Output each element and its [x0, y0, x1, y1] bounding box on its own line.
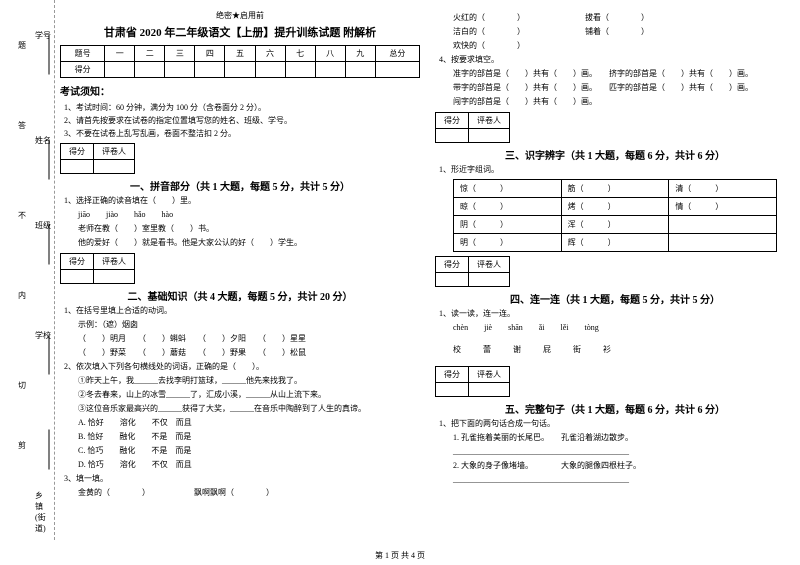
- s5-l1: 1. 孔雀拖着美丽的长尾巴。 孔雀沿着湖边散步。: [439, 432, 795, 444]
- sb2-c2: 评卷人: [94, 254, 135, 270]
- s1-q1: 1、选择正确的读音填在（ ）里。: [64, 195, 420, 207]
- th-7: 七: [285, 46, 315, 62]
- s2-oB: B. 恰好 融化 不是 而是: [64, 431, 420, 443]
- s2-ex: 示例：（遮）烟囱: [64, 319, 420, 331]
- s4-ch: 校 蕾 谢 屁 街 衫: [439, 344, 795, 356]
- right-column: 火红的（ ） 拔看（ ） 洁白的（ ） 铺着（ ） 欢快的（ ） 4、按要求填空…: [435, 10, 795, 501]
- mark-jian: 剪: [18, 440, 26, 451]
- sec3-title: 三、识字辨字（共 1 大题，每题 6 分，共计 6 分）: [435, 147, 795, 162]
- sb5-c1: 得分: [436, 367, 469, 383]
- sb1-c2: 评卷人: [94, 144, 135, 160]
- s2-l2: （ ）野菜 （ ）蘑菇 （ ）野果 （ ）松鼠: [64, 347, 420, 359]
- ct-02: 清（ ）: [669, 180, 777, 198]
- q4-l3: 闯字的部首是（ ）共有（ ）画。: [439, 96, 795, 108]
- s2-l31: 金黄的（ ） 飘啊飘啊（ ）: [64, 487, 420, 499]
- s2-l1: （ ）明月 （ ）蝌蚪 （ ）夕阳 （ ）星星: [64, 333, 420, 345]
- row2-label: 得分: [61, 62, 105, 78]
- rt-l1: 火红的（ ） 拔看（ ）: [439, 12, 795, 24]
- sec5-title: 五、完整句子（共 1 大题，每题 6 分，共计 6 分）: [435, 401, 795, 416]
- score-box-2: 得分评卷人: [60, 253, 135, 284]
- s2-q3: 3、填一填。: [64, 473, 420, 485]
- s5-b2[interactable]: ________________________________________…: [439, 474, 795, 486]
- binding-margin: 学号 姓名 班级 学校 乡镇(街道) 剪 切 内 不 答 题: [0, 0, 55, 540]
- rt-l3: 欢快的（ ）: [439, 40, 795, 52]
- s2-l22: ②冬去春来，山上的冰雪______了，汇成小溪，______从山上流下来。: [64, 389, 420, 401]
- ct-30: 明（ ）: [454, 234, 562, 252]
- left-column: 绝密★启用前 甘肃省 2020 年二年级语文【上册】提升训练试题 附解析 题号 …: [60, 10, 420, 501]
- main-content: 绝密★启用前 甘肃省 2020 年二年级语文【上册】提升训练试题 附解析 题号 …: [60, 10, 795, 501]
- s2-oD: D. 恰巧 溶化 不仅 而且: [64, 459, 420, 471]
- sb2-c1: 得分: [61, 254, 94, 270]
- notice-1: 1、考试时间：60 分钟，满分为 100 分（含卷面分 2 分）。: [60, 102, 420, 113]
- char-table: 惊（ ）筋（ ）清（ ） 晾（ ）烤（ ）情（ ） 阴（ ）浑（ ） 明（ ）辉…: [453, 179, 777, 252]
- th-1: 一: [105, 46, 135, 62]
- notice-heading: 考试须知：: [60, 83, 420, 98]
- ct-10: 晾（ ）: [454, 198, 562, 216]
- sb1-c1: 得分: [61, 144, 94, 160]
- rt-l2: 洁白的（ ） 铺着（ ）: [439, 26, 795, 38]
- s4-py: chèn jiè shān ǎi lěi tòng: [439, 322, 795, 334]
- sb3-c1: 得分: [436, 113, 469, 129]
- s1-l1: 老师在教（ ）室里教（ ）书。: [64, 223, 420, 235]
- ct-12: 情（ ）: [669, 198, 777, 216]
- mark-nei: 内: [18, 290, 26, 301]
- th-10: 总分: [375, 46, 419, 62]
- th-4: 四: [195, 46, 225, 62]
- s4-q1: 1、读一读，连一连。: [439, 308, 795, 320]
- sb4-c1: 得分: [436, 257, 469, 273]
- ct-31: 辉（ ）: [561, 234, 669, 252]
- sb3-c2: 评卷人: [469, 113, 510, 129]
- q4-t: 4、按要求填空。: [439, 54, 795, 66]
- q4-l1: 准字的部首是（ ）共有（ ）画。 挤字的部首是（ ）共有（ ）画。: [439, 68, 795, 80]
- mark-bu: 不: [18, 210, 26, 221]
- score-box-3: 得分评卷人: [435, 112, 510, 143]
- ct-01: 筋（ ）: [561, 180, 669, 198]
- mark-da: 答: [18, 120, 26, 131]
- s2-oA: A. 恰好 溶化 不仅 而且: [64, 417, 420, 429]
- ct-11: 烤（ ）: [561, 198, 669, 216]
- mark-qie: 切: [18, 380, 26, 391]
- th-5: 五: [225, 46, 255, 62]
- notice-2: 2、请首先按要求在试卷的指定位置填写您的姓名、班级、学号。: [60, 115, 420, 126]
- ct-20: 阴（ ）: [454, 216, 562, 234]
- mark-ti: 题: [18, 40, 26, 51]
- sec4-title: 四、连一连（共 1 大题，每题 5 分，共计 5 分）: [435, 291, 795, 306]
- sb4-c2: 评卷人: [469, 257, 510, 273]
- s2-l21: ①昨天上午，我______去找李明打篮球，______他先来找我了。: [64, 375, 420, 387]
- score-box-1: 得分评卷人: [60, 143, 135, 174]
- score-box-5: 得分评卷人: [435, 366, 510, 397]
- th-0: 题号: [61, 46, 105, 62]
- th-9: 九: [345, 46, 375, 62]
- seal-text: 绝密★启用前: [60, 10, 420, 21]
- q4-l2: 带字的部首是（ ）共有（ ）画。 匹字的部首是（ ）共有（ ）画。: [439, 82, 795, 94]
- notice-3: 3、不要在试卷上乱写乱画，卷面不整洁扣 2 分。: [60, 128, 420, 139]
- s2-oC: C. 恰巧 融化 不是 而是: [64, 445, 420, 457]
- s5-b1[interactable]: ________________________________________…: [439, 446, 795, 458]
- s1-l2: 他的爱好（ ）就是看书。他是大家公认的好（ ）学生。: [64, 237, 420, 249]
- s2-l23: ③这位音乐家最高兴的______获得了大奖，______在音乐中陶醉到了人生的真…: [64, 403, 420, 415]
- ct-32: [669, 234, 777, 252]
- page-footer: 第 1 页 共 4 页: [0, 550, 800, 561]
- s1-py: jiāo jiào hǎo hào: [64, 209, 420, 221]
- score-box-4: 得分评卷人: [435, 256, 510, 287]
- s2-q2: 2、依次填入下列各句横线处的词语，正确的是（ ）。: [64, 361, 420, 373]
- th-8: 八: [315, 46, 345, 62]
- score-table: 题号 一 二 三 四 五 六 七 八 九 总分 得分: [60, 45, 420, 78]
- ct-21: 浑（ ）: [561, 216, 669, 234]
- sec2-title: 二、基础知识（共 4 大题，每题 5 分，共计 20 分）: [60, 288, 420, 303]
- th-2: 二: [135, 46, 165, 62]
- th-3: 三: [165, 46, 195, 62]
- exam-title: 甘肃省 2020 年二年级语文【上册】提升训练试题 附解析: [60, 24, 420, 40]
- s3-q1: 1、形近字组词。: [439, 164, 795, 176]
- s5-l2: 2. 大象的身子像堵墙。 大象的腿像四根柱子。: [439, 460, 795, 472]
- sb5-c2: 评卷人: [469, 367, 510, 383]
- sec1-title: 一、拼音部分（共 1 大题，每题 5 分，共计 5 分）: [60, 178, 420, 193]
- ct-00: 惊（ ）: [454, 180, 562, 198]
- s5-q1: 1、把下面的两句话合成一句话。: [439, 418, 795, 430]
- th-6: 六: [255, 46, 285, 62]
- label-xiangzhen: 乡镇(街道): [35, 490, 45, 534]
- s2-q1: 1、在括号里填上合适的动词。: [64, 305, 420, 317]
- ct-22: [669, 216, 777, 234]
